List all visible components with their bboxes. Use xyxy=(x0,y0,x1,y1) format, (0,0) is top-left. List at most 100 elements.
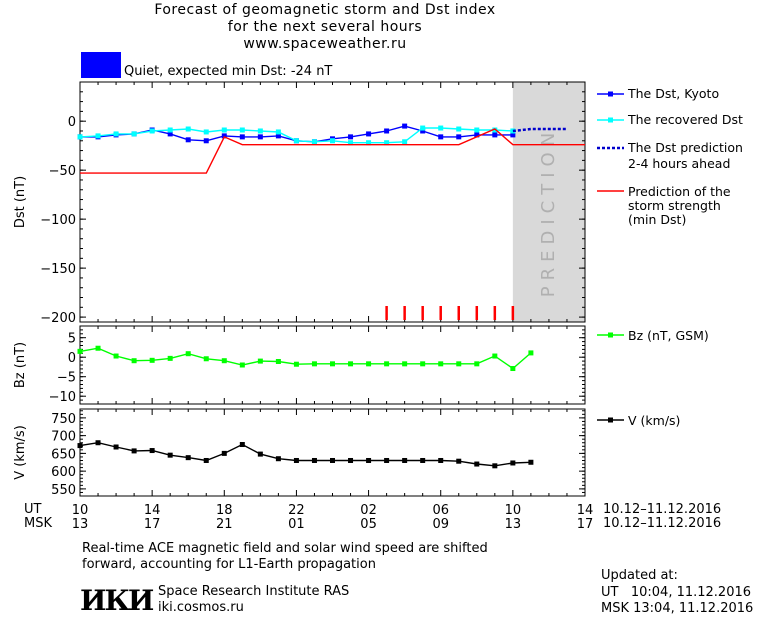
data-point xyxy=(384,128,390,134)
data-point xyxy=(257,134,263,140)
data-point xyxy=(257,358,263,364)
data-point xyxy=(149,128,155,134)
ut-tick-label: 18 xyxy=(216,503,233,518)
msk-tick-label: 13 xyxy=(505,517,522,532)
legend-bz: Bz (nT, GSM) xyxy=(628,328,709,343)
ut-tick-label: 02 xyxy=(360,503,377,518)
data-point xyxy=(348,134,354,140)
y-tick-label: 0 xyxy=(68,351,76,366)
msk-axis-label: MSK xyxy=(24,516,52,531)
ut-tick-label: 14 xyxy=(144,503,161,518)
data-point xyxy=(456,458,462,464)
data-point xyxy=(528,459,534,465)
data-point xyxy=(77,348,83,354)
data-point xyxy=(221,133,227,139)
panel-3-frame xyxy=(79,408,586,497)
data-point xyxy=(221,127,227,133)
data-point xyxy=(239,127,245,133)
institute-site[interactable]: iki.cosmos.ru xyxy=(158,600,244,615)
data-point xyxy=(528,350,534,356)
legend-prediction-line2: 2-4 hours ahead xyxy=(628,156,731,171)
data-point xyxy=(492,463,498,469)
data-point xyxy=(366,361,372,367)
data-point xyxy=(131,448,137,454)
data-point xyxy=(203,457,209,463)
y-tick-label: −10 xyxy=(49,390,76,405)
data-point xyxy=(384,140,390,146)
series-line-1-3 xyxy=(512,127,567,133)
y-tick-label: −5 xyxy=(57,371,76,386)
y-tick-label: −200 xyxy=(40,311,76,326)
legend-strength-line2: storm strength xyxy=(628,198,721,213)
msk-tick-label: 17 xyxy=(577,517,594,532)
data-point xyxy=(510,128,516,134)
data-point xyxy=(185,126,191,132)
data-point xyxy=(311,361,317,367)
data-point xyxy=(402,457,408,463)
footnote-line1: Real-time ACE magnetic field and solar w… xyxy=(82,541,488,556)
y-tick-label: −100 xyxy=(40,213,76,228)
data-point xyxy=(167,452,173,458)
data-point xyxy=(167,355,173,361)
data-point xyxy=(113,444,119,450)
msk-tick-label: 05 xyxy=(360,517,377,532)
data-point xyxy=(239,442,245,448)
data-point xyxy=(456,134,462,140)
data-point xyxy=(95,440,101,446)
data-point xyxy=(185,351,191,357)
data-point xyxy=(221,358,227,364)
ut-tick-label: 14 xyxy=(577,503,594,518)
data-point xyxy=(474,361,480,367)
data-point xyxy=(293,138,299,144)
data-point xyxy=(275,456,281,462)
panel-1-frame xyxy=(79,81,586,323)
ut-date-range: 10.12–11.12.2016 xyxy=(603,502,722,517)
data-point xyxy=(113,353,119,359)
data-point xyxy=(402,139,408,145)
data-point xyxy=(275,358,281,364)
y-tick-label: 750 xyxy=(51,412,76,427)
data-point xyxy=(348,457,354,463)
chart-url: www.spaceweather.ru xyxy=(243,36,407,52)
data-point xyxy=(402,123,408,129)
data-point xyxy=(275,133,281,139)
data-point xyxy=(131,131,137,137)
legend-prediction-line1: The Dst prediction xyxy=(628,140,743,155)
ut-tick-label: 10 xyxy=(72,503,89,518)
data-point xyxy=(239,362,245,368)
data-point xyxy=(330,138,335,144)
data-point xyxy=(384,457,390,463)
y-tick-label: 600 xyxy=(51,465,76,480)
msk-tick-label: 13 xyxy=(72,517,89,532)
data-point xyxy=(203,356,209,362)
y-tick-label: 650 xyxy=(51,447,76,462)
data-point xyxy=(438,361,444,367)
y-tick-label: −50 xyxy=(49,164,76,179)
msk-tick-label: 21 xyxy=(216,517,233,532)
data-point xyxy=(366,131,372,137)
legend-recovered-dst: The recovered Dst xyxy=(628,112,743,127)
data-point xyxy=(420,457,426,463)
data-point xyxy=(95,133,101,139)
data-point xyxy=(257,451,263,457)
data-point xyxy=(221,450,227,456)
msk-date-range: 10.12–11.12.2016 xyxy=(603,516,722,531)
data-point xyxy=(510,366,516,372)
data-point xyxy=(330,457,335,463)
msk-tick-label: 09 xyxy=(432,517,449,532)
legend-v: V (km/s) xyxy=(628,413,681,428)
institute-name: Space Research Institute RAS xyxy=(158,584,350,599)
y-tick-label: 5 xyxy=(68,332,76,347)
data-point xyxy=(293,457,299,463)
data-point xyxy=(474,127,480,133)
legend-dst-kyoto-sample-marker xyxy=(608,91,613,97)
data-point xyxy=(420,128,426,134)
data-point xyxy=(438,125,444,131)
legend-v-sample-marker xyxy=(608,417,613,423)
status-text: Quiet, expected min Dst: -24 nT xyxy=(124,64,333,79)
legend-dst-kyoto: The Dst, Kyoto xyxy=(628,86,720,101)
data-point xyxy=(456,361,462,367)
data-point xyxy=(492,132,498,138)
data-point xyxy=(203,129,209,135)
data-point xyxy=(420,125,426,131)
